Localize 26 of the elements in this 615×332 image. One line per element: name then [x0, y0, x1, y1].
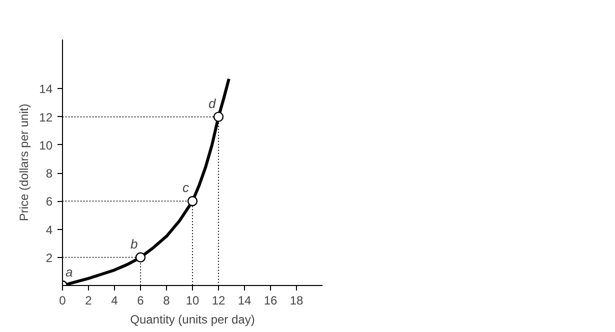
y-axis-title: Price (dollars per unit): [17, 104, 32, 222]
y-tick-label: 14: [39, 82, 53, 96]
x-tick-label: 8: [163, 294, 170, 308]
x-tick-label: 6: [137, 294, 144, 308]
annotation: b: [130, 236, 138, 252]
point: [187, 196, 198, 206]
y-tick-label: 8: [46, 166, 53, 181]
y-tick-label: 6: [46, 194, 53, 209]
y-tick-label: 2: [46, 250, 53, 265]
x-tick-label: 10: [186, 294, 200, 308]
x-tick-label: 4: [111, 294, 118, 308]
annotation: c: [182, 180, 190, 196]
y-tick-label: 12: [39, 110, 53, 124]
y-tick-label: 10: [39, 138, 53, 152]
annotation: a: [66, 264, 73, 280]
x-tick-label: 2: [85, 294, 92, 308]
x-tick-label: 18: [290, 294, 304, 308]
point: [135, 252, 146, 262]
x-tick-label: 12: [212, 294, 226, 308]
x-axis-title: Quantity (units per day): [130, 312, 255, 326]
y-tick-label: 4: [46, 222, 53, 237]
annotation: d: [208, 96, 216, 111]
x-tick-label: 16: [264, 294, 278, 308]
x-tick-label: 14: [238, 294, 252, 308]
point: [213, 112, 224, 122]
x-tick-label: 0: [59, 294, 66, 308]
